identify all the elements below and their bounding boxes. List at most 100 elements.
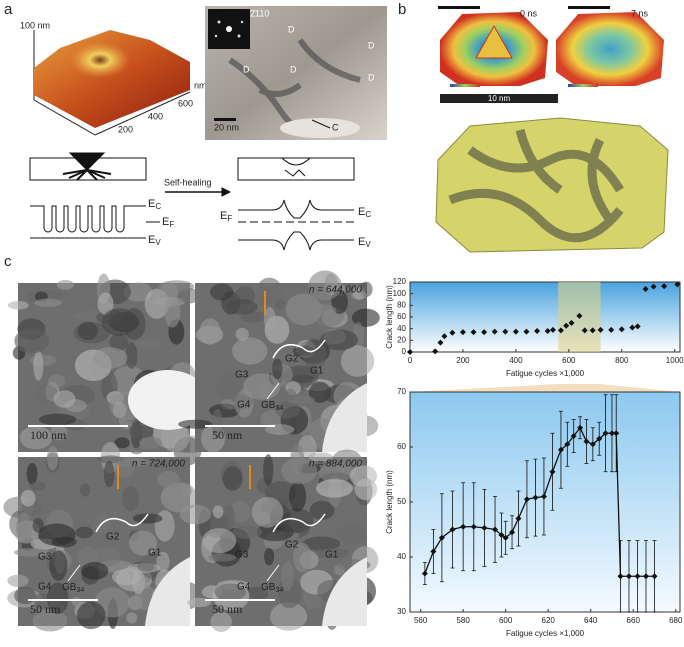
defect-label: D xyxy=(288,24,295,34)
afm-plot: 100 nm nm 200 400 600 xyxy=(20,20,207,136)
x-tick-label: 680 xyxy=(669,616,683,625)
band-label: EC xyxy=(358,206,371,219)
spot xyxy=(226,26,232,32)
grain-label: G3 xyxy=(235,370,249,381)
scale-bar xyxy=(440,94,558,103)
grain xyxy=(263,307,276,331)
grain xyxy=(38,413,77,426)
point xyxy=(460,523,467,530)
grain xyxy=(216,372,243,399)
grain xyxy=(132,513,163,524)
grain xyxy=(80,483,91,497)
point xyxy=(449,526,456,533)
grain xyxy=(178,287,200,304)
y-axis-title: Crack length (nm) xyxy=(385,470,394,534)
band-label: EF xyxy=(162,216,174,229)
grain xyxy=(92,547,121,568)
boundary-label: GB34 xyxy=(261,582,283,594)
grain xyxy=(112,401,127,418)
grain xyxy=(123,282,153,302)
defect-label: D xyxy=(243,64,250,74)
x-tick-label: 400 xyxy=(509,356,523,365)
surface-peak xyxy=(70,42,130,78)
point xyxy=(407,349,413,355)
grain xyxy=(232,525,263,540)
point xyxy=(634,573,641,580)
spot xyxy=(237,34,241,38)
y-tick-label: 100 xyxy=(393,289,407,298)
point xyxy=(608,326,615,333)
grain xyxy=(256,277,283,305)
grain-label: G4 xyxy=(38,582,52,593)
point xyxy=(492,526,499,533)
grain xyxy=(29,481,46,491)
grain xyxy=(283,388,297,401)
point xyxy=(581,327,588,334)
point xyxy=(642,286,649,292)
grain xyxy=(71,597,82,607)
scale-label: 100 nm xyxy=(30,428,67,442)
point xyxy=(523,328,530,335)
point xyxy=(449,329,456,336)
pointer xyxy=(67,564,81,582)
point xyxy=(430,548,437,555)
conduction-band xyxy=(238,199,354,219)
grain xyxy=(164,296,181,328)
point xyxy=(470,329,477,336)
scale-label: 10 nm xyxy=(488,94,511,103)
panel-label: a xyxy=(4,1,13,18)
y-tick-label: 40 xyxy=(397,324,406,333)
point xyxy=(459,329,466,336)
scale-bar xyxy=(205,599,275,601)
time-label: 0 ns xyxy=(520,8,538,18)
z-label: 100 nm xyxy=(20,20,50,30)
point xyxy=(596,435,603,442)
grain xyxy=(264,548,275,566)
grain-label: G3 xyxy=(235,550,249,561)
sample-box xyxy=(237,157,355,181)
particle-core xyxy=(475,24,513,59)
pointer xyxy=(266,564,280,582)
grain xyxy=(318,463,354,483)
grain-label: G4 xyxy=(237,400,251,411)
grain-label: G2 xyxy=(285,540,299,551)
point xyxy=(534,328,541,334)
edge xyxy=(280,118,360,138)
md-simulation: 0 ns 7 ns 10 nm xyxy=(435,6,669,253)
grain xyxy=(275,401,300,419)
grain xyxy=(34,298,62,307)
grain xyxy=(129,530,157,556)
grain xyxy=(281,457,318,485)
point xyxy=(437,339,444,346)
grain xyxy=(230,500,251,523)
hole xyxy=(128,370,208,430)
colorbar xyxy=(450,84,480,87)
point xyxy=(650,283,657,290)
healed-cracks xyxy=(284,169,306,177)
point xyxy=(557,446,564,453)
grain xyxy=(222,466,243,491)
point xyxy=(618,326,625,333)
grain xyxy=(288,481,307,512)
grain xyxy=(157,471,180,488)
hole xyxy=(322,557,367,626)
grain xyxy=(46,582,69,615)
grain xyxy=(38,523,76,546)
point xyxy=(602,430,609,437)
grain xyxy=(19,426,53,450)
defect-label: D xyxy=(290,64,297,74)
x-tick-label: 640 xyxy=(584,616,598,625)
grain xyxy=(114,458,135,479)
grain xyxy=(208,553,236,562)
grain xyxy=(103,460,115,488)
scale-label: 50 nm xyxy=(30,602,61,616)
grain xyxy=(101,308,137,336)
grain xyxy=(320,329,359,351)
point xyxy=(549,326,556,333)
crack xyxy=(272,339,326,359)
y-tick-label: 50 xyxy=(397,497,406,506)
grain-label: G1 xyxy=(148,548,162,559)
cycles: n = 884,000 xyxy=(309,459,363,470)
time-label: 7 ns xyxy=(631,8,649,18)
point xyxy=(642,573,649,580)
